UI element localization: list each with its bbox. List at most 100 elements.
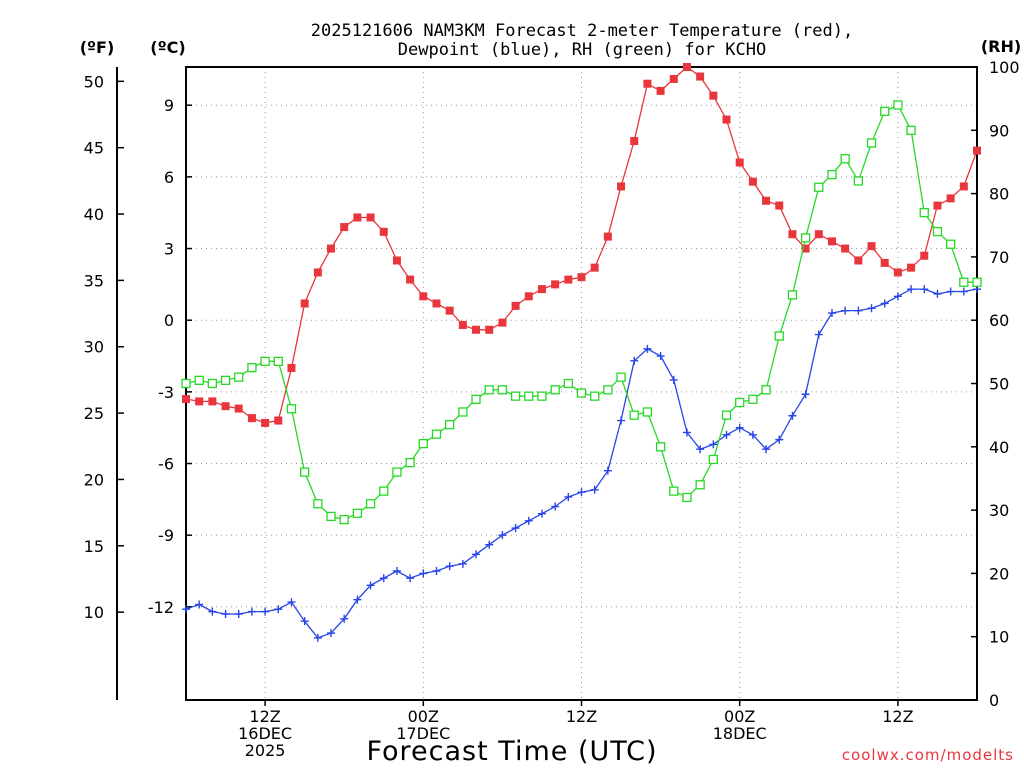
dewpoint-point [379, 574, 388, 583]
gridlines [186, 67, 977, 700]
temperature-point [841, 244, 850, 253]
temperature-series [182, 63, 981, 427]
plot-frame [185, 66, 978, 701]
rh-point [220, 375, 231, 385]
temperature-point [907, 263, 916, 272]
temperature-point [221, 402, 230, 411]
rh-point [563, 378, 573, 389]
temperature-point [827, 237, 836, 246]
rh-point [972, 277, 982, 287]
temperature-point [247, 414, 256, 423]
rh-point [629, 410, 639, 420]
dewpoint-series [182, 285, 981, 642]
dewpoint-point [682, 428, 691, 437]
temperature-line [185, 66, 978, 424]
temperature-point [498, 318, 507, 327]
dewpoint-point [327, 629, 336, 638]
rh-point [866, 138, 877, 148]
rh-point [800, 233, 811, 243]
dewpoint-point [696, 445, 705, 454]
temperature-point [959, 182, 968, 191]
fahrenheit-tick-label: 35 [84, 271, 104, 290]
temperature-point [669, 74, 678, 83]
rh-tick-label: 90 [989, 121, 1009, 140]
temperature-point [603, 232, 612, 241]
celsius-tick-label: -12 [148, 598, 174, 617]
temperature-point [313, 268, 322, 277]
rh-point [959, 277, 969, 287]
rh-point [537, 391, 547, 401]
dewpoint-point [261, 607, 270, 616]
rh-point [365, 499, 376, 509]
temperature-point [234, 404, 243, 413]
temperature-point [274, 416, 283, 425]
dewpoint-point [340, 614, 349, 623]
fahrenheit-tick-label: 30 [84, 338, 104, 357]
dewpoint-point [577, 488, 586, 497]
x-tick-label: 16DEC [238, 724, 292, 743]
temperature-point [195, 397, 204, 406]
temperature-point [867, 242, 876, 251]
temperature-point [511, 301, 520, 310]
dewpoint-point [880, 299, 889, 308]
fahrenheit-tick-label: 10 [84, 603, 104, 622]
rh-point [471, 394, 481, 404]
rh-series [181, 100, 982, 525]
rh-tick-label: 80 [989, 185, 1009, 204]
temperature-point [682, 63, 691, 71]
rh-point [247, 363, 257, 373]
temperature-point [432, 299, 441, 308]
rh-point [932, 226, 943, 237]
dewpoint-point [274, 605, 283, 614]
temperature-point [366, 213, 375, 222]
dewpoint-point [300, 617, 309, 626]
celsius-tick-label: 6 [164, 168, 174, 187]
x-tick-label: 12Z [882, 707, 913, 726]
dewpoint-point [920, 285, 929, 294]
dewpoint-point [247, 607, 256, 616]
dewpoint-point [656, 352, 665, 361]
temperature-point [788, 230, 797, 239]
celsius-tick-label: -6 [158, 455, 174, 474]
dewpoint-point [511, 524, 520, 533]
dewpoint-point [788, 411, 797, 420]
dewpoint-point [432, 567, 441, 576]
dewpoint-point [867, 304, 876, 313]
rh-point [497, 385, 508, 395]
temperature-point [551, 280, 560, 289]
temperature-point [920, 251, 929, 260]
rh-point [550, 385, 560, 395]
fahrenheit-tick-label: 40 [84, 205, 104, 224]
temperature-point [327, 244, 336, 253]
dewpoint-point [564, 492, 573, 501]
dewpoint-point [366, 581, 375, 590]
rh-point [445, 419, 455, 430]
dewpoint-point [827, 309, 836, 318]
dewpoint-point [392, 567, 401, 576]
celsius-tick-label: 9 [164, 96, 174, 115]
rh-point [590, 391, 600, 401]
temperature-point [208, 397, 217, 406]
fahrenheit-tick-label: 50 [84, 72, 104, 91]
dewpoint-point [722, 430, 731, 439]
temperature-point [379, 227, 388, 236]
dewpoint-point [748, 430, 757, 439]
temperature-point [630, 137, 639, 146]
dewpoint-point [933, 289, 942, 298]
rh-point [919, 207, 929, 218]
dewpoint-point [458, 559, 467, 568]
rh-point [405, 457, 415, 468]
celsius-tick-label: -9 [158, 526, 174, 545]
temperature-point [353, 213, 362, 222]
temperature-point [933, 201, 942, 210]
dewpoint-point [907, 285, 916, 294]
rh-point [313, 499, 323, 509]
dewpoint-point [814, 330, 823, 339]
data-series [181, 63, 982, 642]
rh-point [616, 372, 626, 382]
x-tick-label: 12Z [249, 707, 280, 726]
rh-point [748, 394, 758, 404]
rh-tick-label: 20 [989, 564, 1009, 583]
temperature-point [617, 182, 626, 191]
